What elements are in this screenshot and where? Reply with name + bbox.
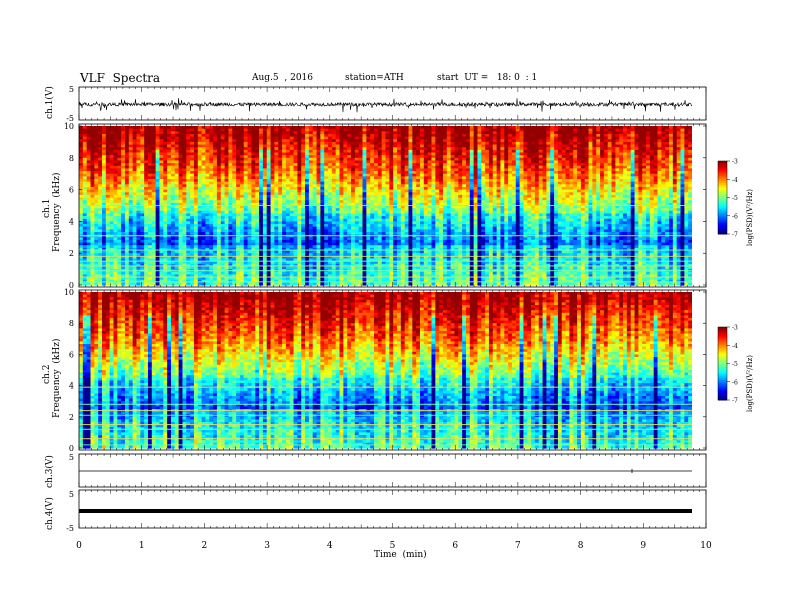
x-tick-label: 10	[700, 541, 712, 551]
x-tick-label: 3	[264, 541, 270, 551]
ch3-ytick-label: 5	[69, 453, 74, 462]
colorbar2	[718, 327, 727, 401]
spec2-ytick-label: 2	[69, 413, 74, 422]
ch1-ytick-label: 5	[69, 85, 74, 94]
x-tick-label: 7	[515, 541, 521, 551]
ch1-waveform-trace	[79, 98, 692, 112]
colorbar1-tick-label: -7	[732, 232, 738, 239]
x-tick-label: 6	[452, 541, 458, 551]
x-tick-label: 4	[327, 541, 333, 551]
colorbar1-tick-label: -6	[732, 213, 738, 220]
spec1-ytick-label: 10	[64, 122, 74, 131]
colorbar2-tick-label: -5	[732, 361, 738, 368]
x-tick-label: 9	[640, 541, 646, 551]
x-tick-label: 0	[76, 541, 82, 551]
spec1-ytick-label: 6	[69, 186, 74, 195]
ch1-ytick-label: -5	[66, 114, 74, 123]
vlf-spectra-figure: 0 2 4 6 8 10 -3 -4 -5 -6 -7 0 2 4 6 8 10 -3 -4 -5 -6 -7 5 -5 5 5 -…	[0, 0, 792, 612]
spec2-ytick-label: 10	[64, 288, 74, 297]
colorbar2-tick-label: -4	[732, 343, 738, 350]
spec1-ytick-label: 2	[69, 249, 74, 258]
spec1-ytick-label: 4	[69, 217, 74, 226]
x-tick-label: 1	[139, 541, 145, 551]
ch4-ytick-label-top: 5	[69, 490, 74, 499]
colorbar1-tick-label: -3	[732, 159, 738, 166]
x-tick-label: 2	[202, 541, 208, 551]
spec2-ytick-label: 6	[69, 350, 74, 359]
colorbar1	[718, 161, 727, 235]
spec2-ytick-label: 0	[69, 444, 74, 453]
spec2-ytick-label: 8	[69, 319, 74, 328]
x-tick-label: 8	[578, 541, 584, 551]
spec1-ytick-label: 8	[69, 154, 74, 163]
ch4-ytick-label-bottom: -5	[66, 524, 74, 533]
colorbar2-tick-label: -7	[732, 398, 738, 405]
colorbar1-tick-label: -4	[732, 177, 738, 184]
colorbar2-tick-label: -6	[732, 379, 738, 386]
colorbar2-tick-label: -3	[732, 325, 738, 332]
colorbar1-tick-label: -5	[732, 195, 738, 202]
spec2-ytick-label: 4	[69, 382, 74, 391]
x-tick-label: 5	[390, 541, 396, 551]
